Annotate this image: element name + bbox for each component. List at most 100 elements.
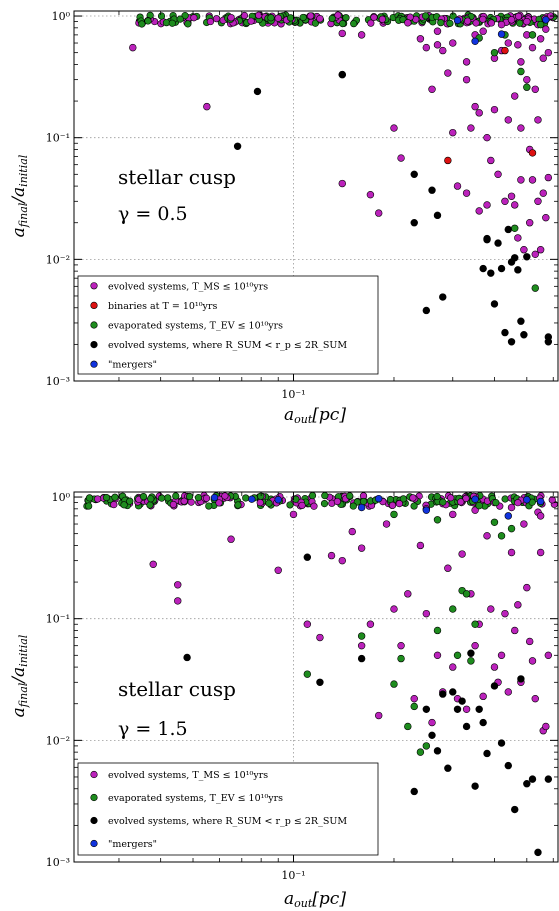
band-point	[464, 17, 472, 25]
data-point	[528, 176, 537, 184]
data-point	[227, 13, 235, 22]
band-point	[320, 500, 329, 508]
data-point	[520, 331, 528, 339]
data-point	[303, 620, 312, 628]
data-point	[536, 497, 545, 506]
legend-marker	[90, 321, 98, 329]
series-mergers	[453, 16, 550, 45]
band-point	[409, 494, 417, 502]
data-point	[507, 338, 516, 346]
band-point	[111, 493, 119, 501]
panel-gamma-0-5: 10⁻³ 10⁻² 10⁻¹ 10⁰ 10⁻¹ stellar cusp γ = 0.5…	[9, 10, 559, 426]
data-point	[504, 116, 512, 124]
panel-gamma-1-5: 10⁻³ 10⁻² 10⁻¹ 10⁰ 10⁻¹ stellar cusp γ = 1.5…	[9, 491, 559, 910]
data-point	[523, 496, 531, 504]
data-point	[433, 651, 442, 660]
band-point	[350, 20, 358, 28]
band-point	[399, 495, 407, 503]
series-evaporated-systems-t-ev-10-yrs	[303, 501, 516, 756]
data-point	[475, 207, 483, 215]
data-point	[544, 775, 553, 783]
data-point	[439, 46, 447, 55]
data-point	[520, 246, 528, 254]
data-point	[517, 67, 525, 76]
data-point	[375, 209, 383, 217]
series-evolved-systems-t-ms-10-yrs	[149, 503, 553, 735]
band-point	[206, 17, 215, 26]
data-point	[183, 653, 191, 662]
data-point	[453, 705, 462, 713]
data-point	[531, 250, 539, 259]
data-point	[444, 156, 452, 165]
data-point	[497, 651, 506, 660]
band-point	[157, 12, 166, 20]
band-point	[194, 494, 203, 502]
band-point	[339, 20, 347, 28]
band-point	[146, 501, 154, 509]
data-point	[531, 694, 539, 703]
data-point	[348, 527, 356, 536]
gamma-label: γ = 1.5	[118, 718, 188, 740]
data-point	[490, 663, 499, 671]
band-point	[433, 492, 441, 501]
data-point	[487, 605, 495, 613]
band-point	[158, 494, 166, 502]
data-point	[539, 54, 547, 62]
data-point	[504, 39, 512, 47]
data-point	[507, 524, 516, 533]
data-point	[233, 142, 242, 150]
data-point	[525, 637, 534, 646]
band-point	[240, 11, 249, 20]
data-point	[544, 173, 553, 182]
data-point	[471, 620, 479, 628]
data-point	[475, 501, 483, 510]
data-point	[404, 590, 412, 598]
x-tick-label: 10⁻¹	[281, 869, 305, 882]
legend-entry: evolved systems, T_MS ≤ 10¹⁰yrs	[108, 281, 268, 292]
data-point	[174, 581, 182, 589]
data-point	[504, 512, 512, 520]
data-point	[536, 548, 545, 557]
band-point	[310, 502, 318, 510]
band-point	[185, 492, 194, 501]
data-point	[536, 35, 545, 43]
data-point	[303, 670, 312, 678]
data-point	[487, 269, 495, 277]
data-point	[253, 87, 262, 96]
data-point	[390, 605, 398, 613]
data-point	[357, 503, 366, 512]
band-point	[94, 495, 102, 503]
legend-marker	[90, 816, 98, 825]
data-point	[289, 510, 298, 519]
band-point	[487, 19, 495, 27]
data-point	[357, 654, 366, 663]
data-point	[528, 43, 537, 52]
data-point	[511, 224, 519, 232]
series-evolved-systems-where-r-sum-r-p-2r-sum	[183, 553, 553, 857]
data-point	[428, 85, 436, 93]
data-point	[534, 116, 542, 124]
data-point	[536, 20, 545, 29]
data-point	[501, 197, 509, 206]
data-point	[514, 234, 522, 242]
data-point	[458, 550, 466, 558]
band-point	[307, 12, 315, 20]
band-point	[501, 495, 509, 503]
band-point	[256, 498, 264, 507]
band-point	[321, 492, 329, 500]
legend-entry: evolved systems, where R_SUM < r_p ≤ 2R_…	[108, 816, 347, 827]
data-point	[520, 520, 528, 528]
data-point	[542, 722, 550, 731]
data-point	[471, 641, 479, 650]
data-point	[149, 560, 157, 568]
band-point	[437, 19, 445, 27]
data-point	[523, 17, 531, 26]
series-mergers	[210, 493, 545, 520]
band-point	[181, 12, 189, 20]
data-point	[517, 124, 525, 132]
data-point	[433, 27, 442, 35]
y-axis-label: afinal/ainitial	[9, 154, 30, 237]
data-point	[316, 15, 324, 23]
band-point	[85, 494, 94, 502]
data-point	[471, 102, 479, 111]
